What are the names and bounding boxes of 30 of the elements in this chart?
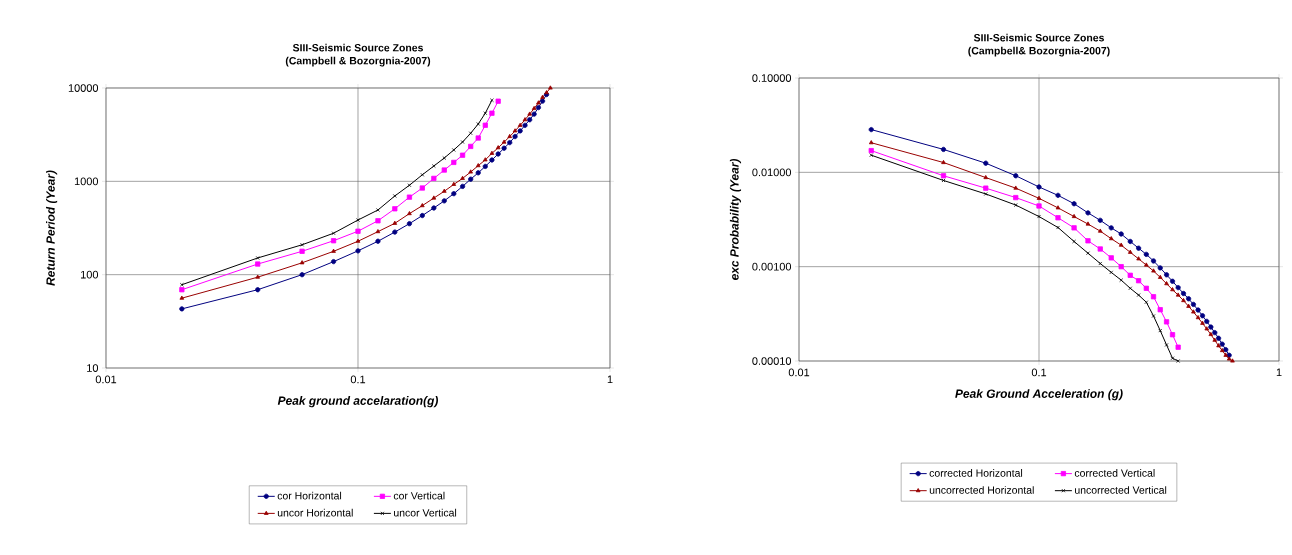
y-tick-label: 10: [87, 364, 99, 372]
legend-label: cor Horizontal: [277, 491, 342, 500]
chart-title: SIII-Seismic Source Zones: [292, 43, 423, 52]
x-tick-label: 0.1: [1031, 368, 1047, 377]
legend-label: uncor Vertical: [394, 508, 457, 517]
y-tick-label: 100: [81, 270, 99, 279]
legend-label: corrected Vertical: [1074, 469, 1155, 477]
x-tick-label: 1: [607, 375, 613, 384]
x-axis-title: Peak ground accelaration(g): [277, 396, 439, 408]
legend-label: cor Vertical: [393, 491, 445, 500]
legend-label: corrected Horizontal: [929, 469, 1023, 477]
legend-label: uncorrected Vertical: [1075, 486, 1167, 494]
y-axis-title: Return Period (Year): [46, 170, 58, 286]
y-tick-label: 0.00010: [752, 357, 792, 365]
y-tick-label: 10000: [68, 84, 99, 92]
y-tick-label: 1000: [74, 177, 99, 186]
x-tick-label: 0.01: [95, 375, 117, 384]
x-axis-title: Peak Ground Acceleration (g): [955, 389, 1123, 401]
chart-subtitle: (Campbell& Bozorgnia-2007): [968, 46, 1110, 57]
y-tick-label: 0.10000: [752, 74, 792, 82]
y-tick-label: 0.01000: [752, 168, 792, 177]
x-tick-label: 0.01: [788, 368, 810, 377]
legend-label: uncorrected Horizontal: [929, 486, 1034, 494]
legend-label: uncor Horizontal: [277, 508, 353, 517]
x-tick-label: 1: [1276, 368, 1282, 377]
x-tick-label: 0.1: [350, 375, 366, 384]
chart-title: SIII-Seismic Source Zones: [973, 33, 1104, 42]
y-axis-title: exc Probability (Year): [729, 158, 742, 281]
y-tick-label: 0.00100: [752, 262, 792, 271]
chart-subtitle: (Campbell & Bozorgnia-2007): [285, 56, 431, 67]
